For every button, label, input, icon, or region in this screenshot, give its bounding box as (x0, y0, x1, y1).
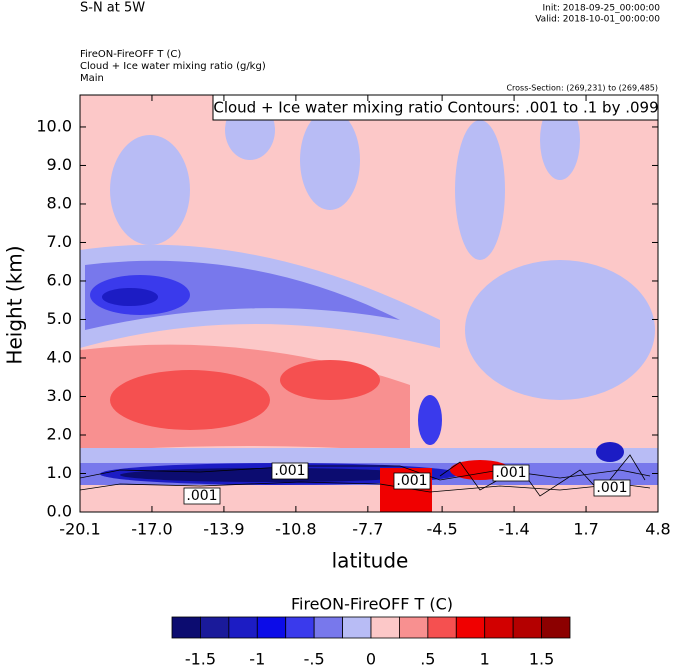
colorbar-label: -.5 (304, 650, 325, 669)
colorbar-box (342, 616, 372, 639)
colorbar-label: 0 (366, 650, 376, 669)
contour-label: .001 (274, 463, 305, 479)
field-title: FireON-FireOFF T (C) (80, 49, 181, 60)
colorbar-box (228, 616, 258, 639)
y-tick-label: 3.0 (47, 386, 72, 405)
colorbar-box (484, 616, 514, 639)
field (80, 95, 658, 512)
colorbar-label: 1.5 (529, 650, 554, 669)
cross-section: Cross-Section: (269,231) to (269,485) (506, 84, 658, 93)
colorbar-box (256, 616, 287, 639)
colorbar-box (313, 616, 343, 639)
y-tick-label: 2.0 (47, 424, 72, 443)
y-tick-label: 7.0 (47, 232, 72, 251)
colorbar-box (455, 616, 486, 639)
x-tick-label: -7.7 (352, 520, 383, 539)
x-tick-label: 4.8 (645, 520, 670, 539)
colorbar-box (171, 616, 201, 639)
contour-label: .001 (495, 465, 526, 481)
y-tick-label: 8.0 (47, 193, 72, 212)
colorbar-label: -1 (249, 650, 265, 669)
x-tick-label: -13.9 (203, 520, 244, 539)
valid-time: Valid: 2018-10-01_00:00:00 (535, 15, 660, 25)
chart-title: S-N at 5W (80, 1, 145, 16)
subtitle: Main (80, 73, 104, 84)
y-tick-label: 0.0 (47, 502, 72, 521)
contour-label: .001 (186, 488, 217, 504)
y-axis-label: Height (km) (3, 245, 27, 364)
x-tick-label: -20.1 (59, 520, 100, 539)
x-tick-label: -17.0 (131, 520, 172, 539)
contour-label: .001 (396, 473, 427, 489)
colorbar-box (370, 616, 400, 639)
colorbar-label: -1.5 (185, 650, 216, 669)
y-tick-label: 1.0 (47, 463, 72, 482)
contour-title: Cloud + Ice water mixing ratio (g/kg) (80, 61, 266, 72)
contour-info-box (212, 94, 659, 121)
x-tick-label: 1.7 (573, 520, 598, 539)
y-tick-label: 9.0 (47, 155, 72, 174)
x-axis-label: latitude (332, 549, 409, 573)
y-tick-label: 5.0 (47, 309, 72, 328)
x-tick-label: -1.4 (498, 520, 529, 539)
colorbar-box (285, 616, 315, 639)
contour-labels: .001 .001 .001 .001 .001 (183, 462, 631, 505)
colorbar-box (512, 616, 542, 639)
init-time: Init: 2018-09-25_00:00:00 (542, 4, 660, 14)
x-tick-label: -4.5 (427, 520, 458, 539)
contour-label: .001 (596, 480, 627, 496)
colorbar-label: 1 (480, 650, 490, 669)
contour-info: Cloud + Ice water mixing ratio Contours:… (213, 99, 658, 117)
colorbar-label: .5 (420, 650, 435, 669)
y-tick-label: 4.0 (47, 347, 72, 366)
x-tick-label: -10.8 (275, 520, 316, 539)
colorbar-box (399, 616, 429, 639)
y-tick-label: 10.0 (36, 116, 72, 135)
colorbar-box (541, 616, 571, 639)
y-tick-label: 6.0 (47, 270, 72, 289)
colorbar-box (427, 616, 457, 639)
colorbar-box (200, 616, 230, 639)
colorbar-title: FireON-FireOFF T (C) (291, 595, 453, 614)
